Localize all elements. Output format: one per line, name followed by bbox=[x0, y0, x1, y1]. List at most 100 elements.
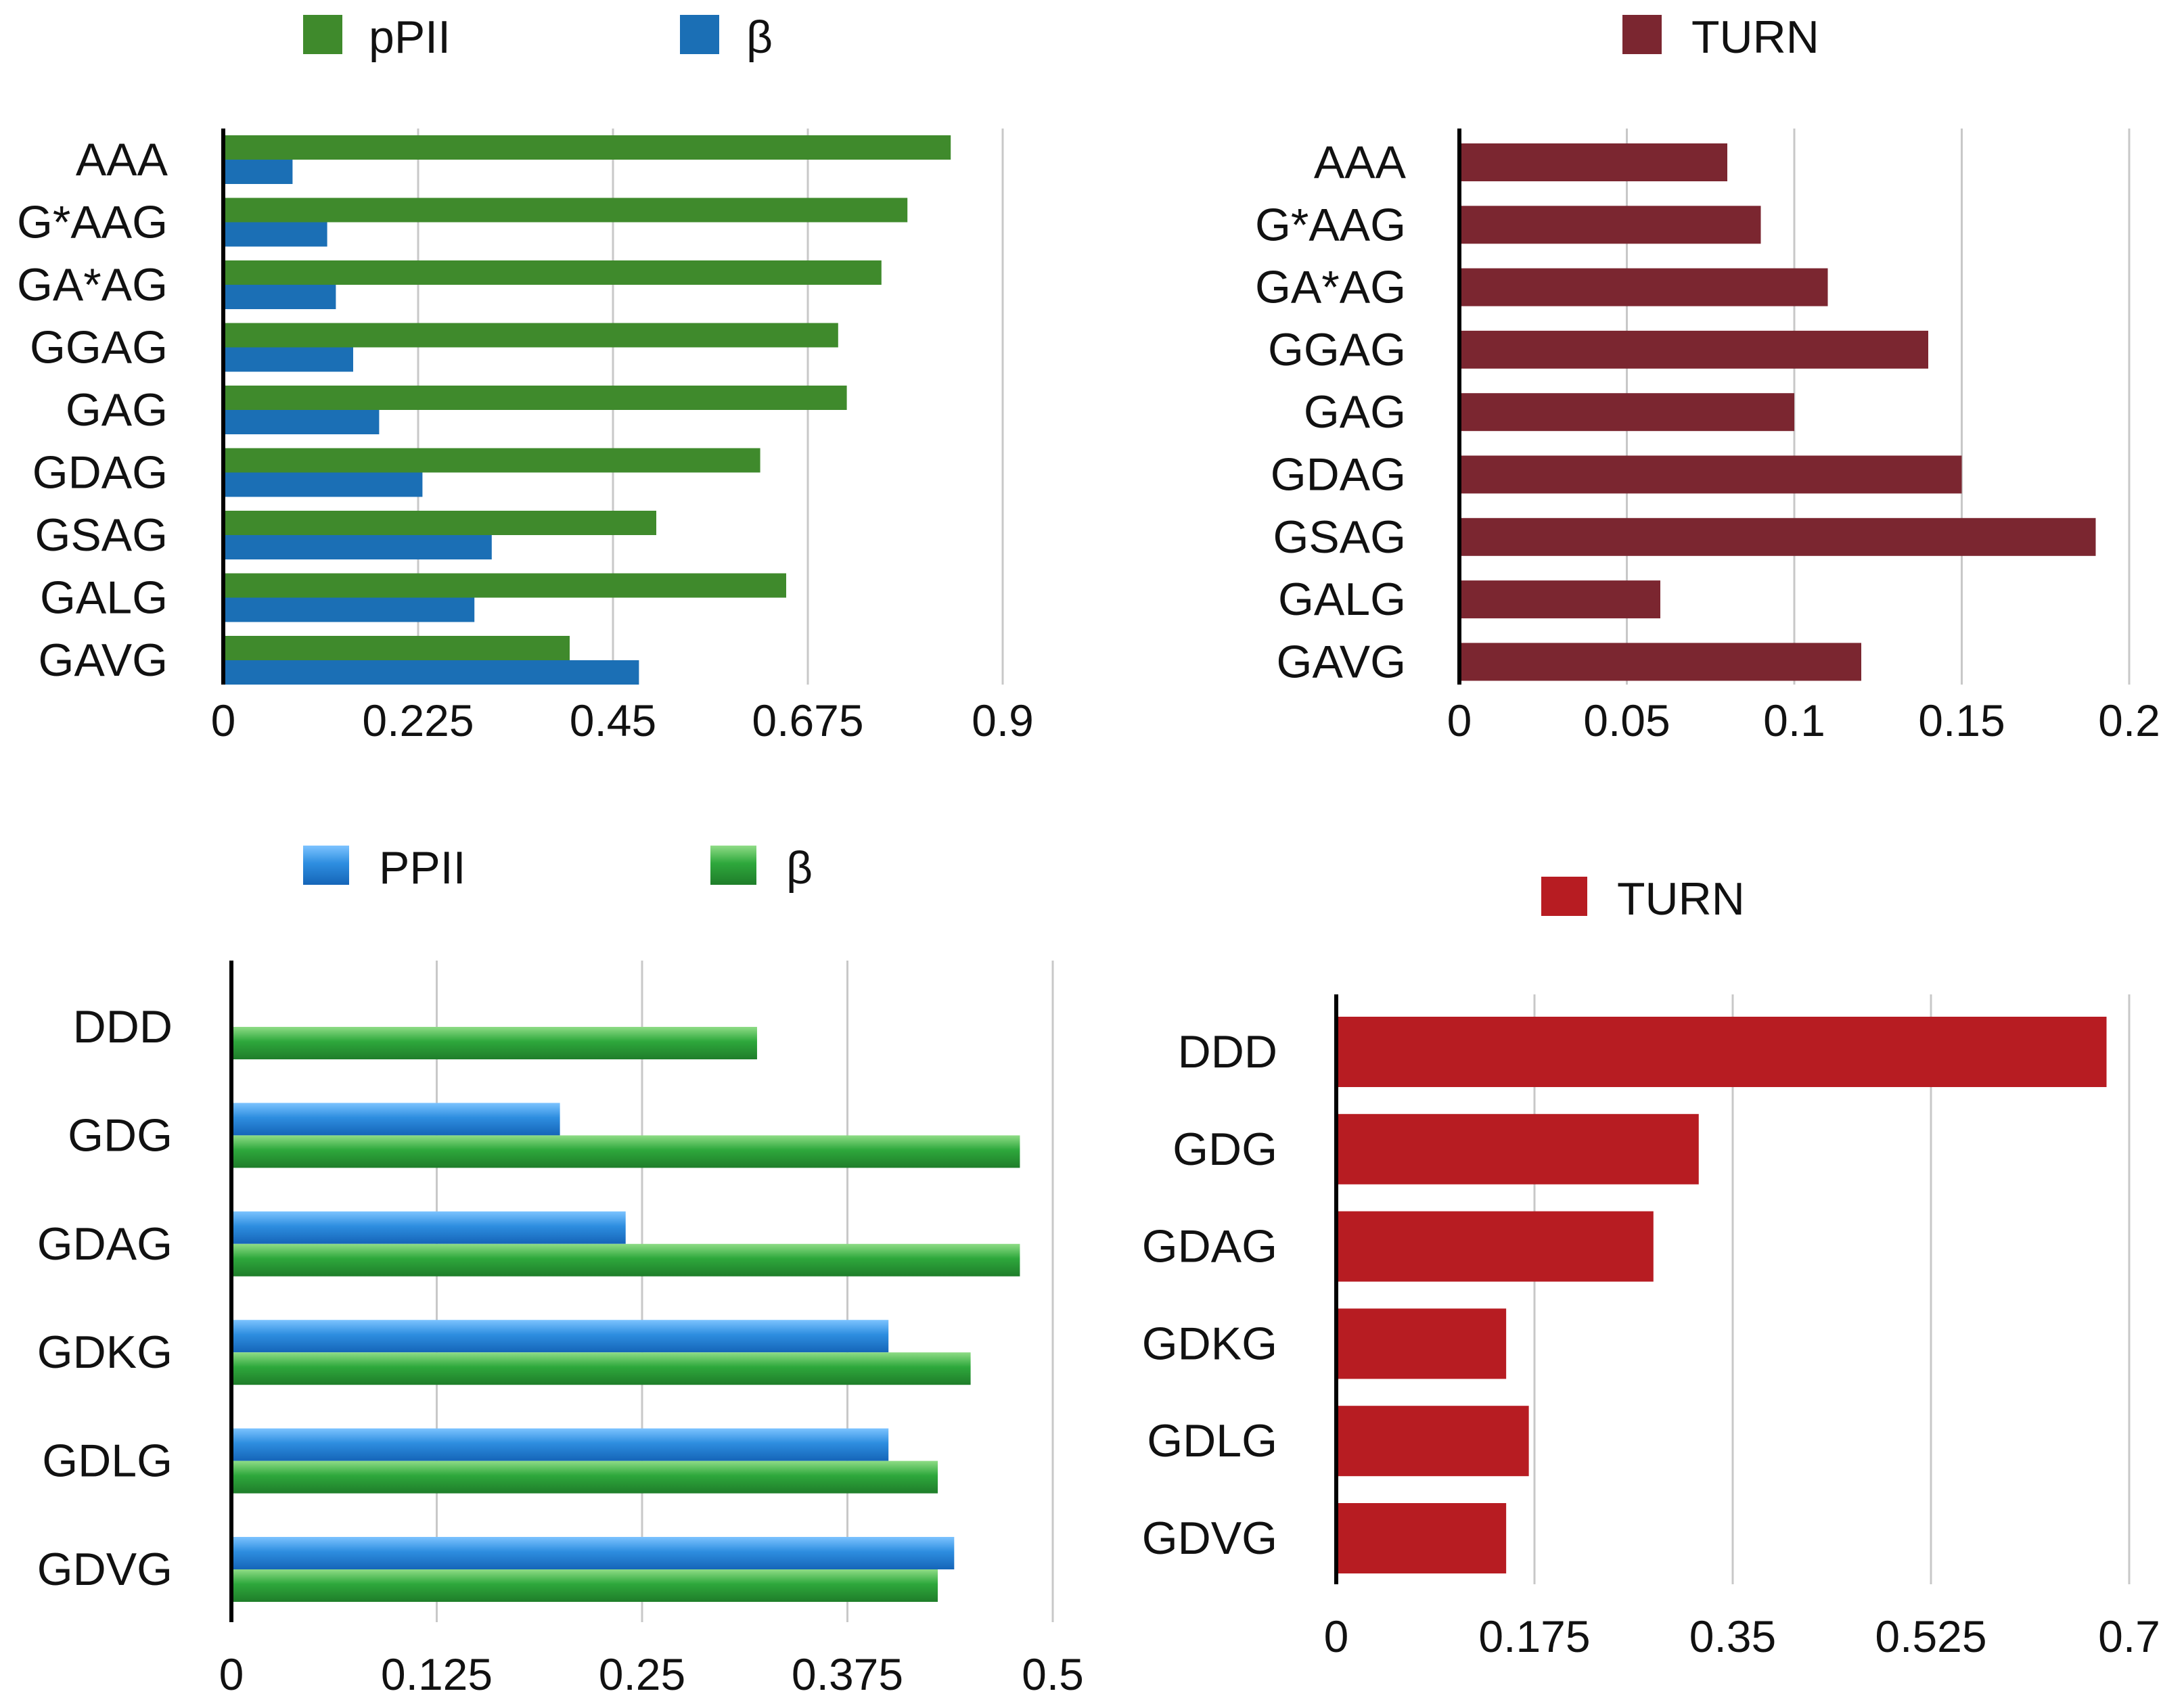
legend-label: β bbox=[786, 842, 813, 894]
category-label: GA*AG bbox=[17, 259, 168, 310]
bar-beta-gdag bbox=[223, 472, 423, 497]
category-label: GSAG bbox=[1273, 511, 1407, 563]
category-label: GDVG bbox=[37, 1544, 173, 1595]
legend-label: TURN bbox=[1617, 873, 1745, 925]
bar-beta-ga-ag bbox=[223, 285, 336, 309]
bar-ppii-gdag bbox=[223, 448, 760, 473]
chart-panel-3: DDD GDG GDAG GDKG GDLG GDVG 0 0.125 0.25 0.375 0.5… bbox=[37, 842, 1084, 1699]
bar-ppii-gsag bbox=[223, 511, 656, 535]
legend-label: pPII bbox=[369, 11, 451, 63]
bar-turn-galg bbox=[1459, 580, 1660, 619]
bar-ppii-ga-ag bbox=[223, 260, 882, 285]
bar-ppii-gag bbox=[223, 386, 847, 410]
bar-ppii-ggag bbox=[223, 323, 838, 348]
category-label: GDAG bbox=[1142, 1221, 1277, 1272]
category-label: AAA bbox=[76, 134, 168, 185]
bar-turn-g-aag bbox=[1459, 206, 1761, 244]
x-tick-label: 0.25 bbox=[599, 1649, 685, 1699]
bar-turn-gavg bbox=[1459, 643, 1861, 681]
bar-ppii-aaa bbox=[223, 135, 951, 160]
bar-turn-gdag bbox=[1336, 1211, 1654, 1282]
category-label: GGAG bbox=[1268, 324, 1406, 375]
x-tick-label: 0.35 bbox=[1689, 1611, 1776, 1661]
legend-swatch bbox=[303, 15, 342, 54]
legend-swatch bbox=[710, 846, 756, 885]
category-label: GAG bbox=[66, 384, 168, 436]
category-label: GDAG bbox=[1271, 449, 1406, 501]
x-tick-label: 0.675 bbox=[752, 695, 863, 745]
legend-swatch bbox=[1541, 877, 1587, 916]
bar-turn-gdlg bbox=[1336, 1406, 1529, 1477]
category-label: GDKG bbox=[1142, 1318, 1277, 1369]
x-tick-label: 0 bbox=[219, 1649, 244, 1699]
category-label: GDAG bbox=[37, 1218, 173, 1270]
category-label: GAVG bbox=[1277, 636, 1406, 687]
category-label: GDKG bbox=[37, 1327, 173, 1378]
bar-beta-ddd bbox=[231, 1027, 757, 1059]
legend-swatch bbox=[680, 15, 719, 54]
x-tick-label: 0.125 bbox=[381, 1649, 493, 1699]
x-tick-label: 0 bbox=[1447, 695, 1472, 745]
category-label: GALG bbox=[1278, 574, 1406, 625]
x-tick-label: 0.05 bbox=[1583, 695, 1670, 745]
bar-ppii-gdkg bbox=[231, 1320, 889, 1353]
bar-turn-gag bbox=[1459, 393, 1794, 432]
bar-turn-gdg bbox=[1336, 1113, 1699, 1184]
category-label: GDAG bbox=[32, 447, 168, 499]
x-tick-label: 0 bbox=[1324, 1611, 1349, 1661]
bar-beta-aaa bbox=[223, 160, 293, 184]
bar-turn-ddd bbox=[1336, 1017, 2107, 1087]
bar-turn-gdvg bbox=[1336, 1503, 1507, 1573]
x-tick-label: 0.1 bbox=[1763, 695, 1825, 745]
bar-turn-aaa bbox=[1459, 143, 1727, 181]
category-label: GAVG bbox=[39, 635, 168, 686]
chart-panel-1: AAA G*AAG GA*AG GGAG GAG GDAG GSAG GALG GAVG 0 0.2… bbox=[17, 11, 1034, 745]
bar-beta-gdg bbox=[231, 1135, 1020, 1168]
category-label: GDLG bbox=[1147, 1415, 1277, 1467]
bar-beta-gdvg bbox=[231, 1569, 938, 1602]
legend-swatch bbox=[1622, 15, 1662, 54]
bar-turn-gsag bbox=[1459, 517, 2096, 556]
x-tick-label: 0.15 bbox=[1918, 695, 2005, 745]
bar-beta-ggag bbox=[223, 347, 353, 372]
category-label: GAG bbox=[1304, 386, 1406, 438]
bar-turn-ga-ag bbox=[1459, 268, 1828, 306]
x-tick-label: 0.2 bbox=[2098, 695, 2160, 745]
category-label: G*AAG bbox=[17, 197, 168, 248]
category-label: GSAG bbox=[35, 509, 168, 561]
category-label: GDG bbox=[1173, 1124, 1277, 1175]
category-label: GGAG bbox=[30, 322, 168, 373]
bar-beta-gag bbox=[223, 410, 380, 434]
bar-beta-gdlg bbox=[231, 1460, 938, 1494]
bar-ppii-gdlg bbox=[231, 1428, 889, 1461]
bar-beta-gdkg bbox=[231, 1352, 971, 1385]
category-label: GA*AG bbox=[1255, 262, 1406, 313]
bar-ppii-gdvg bbox=[231, 1537, 955, 1569]
legend-label: TURN bbox=[1691, 11, 1819, 63]
category-label: GDLG bbox=[42, 1435, 173, 1487]
x-tick-label: 0.225 bbox=[362, 695, 474, 745]
bar-ppii-gdag bbox=[231, 1211, 626, 1244]
bar-ppii-gdg bbox=[231, 1103, 560, 1136]
x-tick-label: 0.375 bbox=[792, 1649, 903, 1699]
category-label: GDVG bbox=[1142, 1513, 1277, 1564]
bar-beta-gavg bbox=[223, 660, 639, 685]
category-label: G*AAG bbox=[1255, 199, 1406, 250]
bar-beta-gdag bbox=[231, 1243, 1020, 1276]
bar-turn-gdkg bbox=[1336, 1308, 1507, 1379]
x-tick-label: 0.175 bbox=[1478, 1611, 1590, 1661]
bar-turn-gdag bbox=[1459, 455, 1962, 494]
category-label: DDD bbox=[73, 1001, 173, 1053]
bar-turn-ggag bbox=[1459, 330, 1928, 369]
legend-label: PPII bbox=[379, 842, 466, 894]
x-tick-label: 0.525 bbox=[1875, 1611, 1986, 1661]
legend-label: β bbox=[746, 11, 773, 63]
bar-ppii-galg bbox=[223, 573, 786, 598]
x-tick-label: 0 bbox=[211, 695, 236, 745]
category-label: DDD bbox=[1178, 1026, 1277, 1078]
bar-ppii-g-aag bbox=[223, 198, 908, 223]
bar-beta-gsag bbox=[223, 535, 492, 559]
category-label: AAA bbox=[1314, 137, 1407, 188]
x-tick-label: 0.45 bbox=[570, 695, 656, 745]
